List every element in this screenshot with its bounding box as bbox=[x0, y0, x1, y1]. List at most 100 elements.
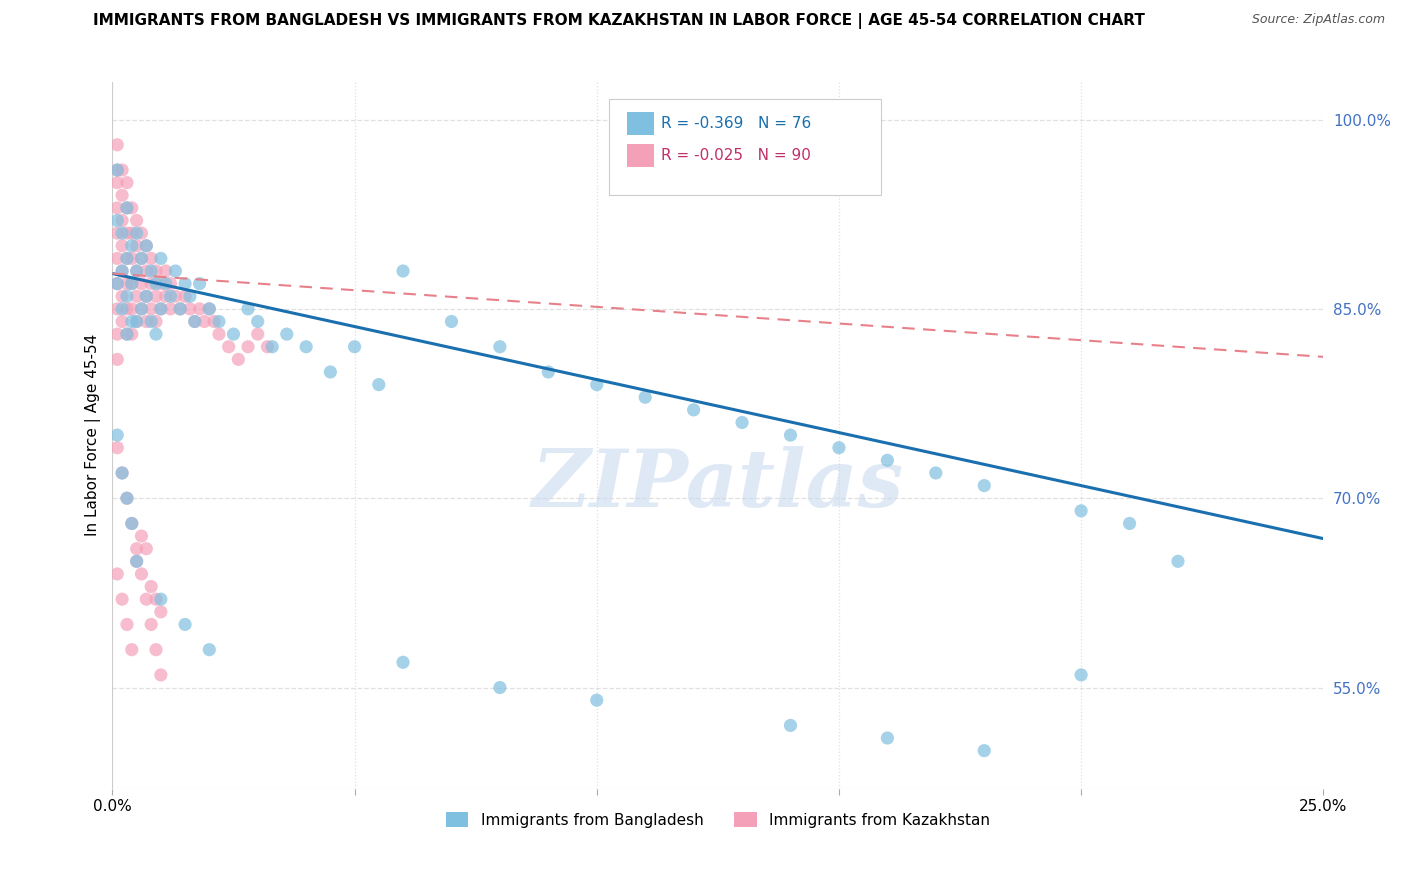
Point bbox=[105, 201, 128, 215]
Point bbox=[135, 541, 157, 556]
Point bbox=[489, 340, 512, 354]
Legend: Immigrants from Bangladesh, Immigrants from Kazakhstan: Immigrants from Bangladesh, Immigrants f… bbox=[440, 805, 997, 834]
Point bbox=[828, 441, 851, 455]
Point bbox=[141, 580, 163, 594]
Point bbox=[149, 301, 172, 316]
Point bbox=[262, 340, 284, 354]
Point bbox=[115, 491, 138, 506]
Point bbox=[105, 352, 128, 367]
Point bbox=[222, 327, 245, 342]
Point bbox=[155, 264, 177, 278]
Point bbox=[121, 642, 143, 657]
Point bbox=[145, 314, 167, 328]
Point bbox=[121, 252, 143, 266]
Text: Source: ZipAtlas.com: Source: ZipAtlas.com bbox=[1251, 13, 1385, 27]
Point bbox=[179, 301, 201, 316]
Point bbox=[141, 252, 163, 266]
Point bbox=[779, 428, 801, 442]
Point bbox=[131, 301, 153, 316]
Point bbox=[135, 239, 157, 253]
Point bbox=[105, 137, 128, 152]
Point bbox=[179, 289, 201, 303]
Point bbox=[731, 416, 754, 430]
Point bbox=[149, 277, 172, 291]
Point bbox=[198, 301, 221, 316]
Point bbox=[246, 327, 269, 342]
Point bbox=[392, 655, 415, 669]
Point bbox=[105, 252, 128, 266]
Point bbox=[105, 301, 128, 316]
Point bbox=[174, 617, 197, 632]
Point bbox=[188, 301, 211, 316]
Point bbox=[105, 277, 128, 291]
Point bbox=[159, 301, 181, 316]
Point bbox=[111, 592, 134, 607]
Point bbox=[174, 277, 197, 291]
Point bbox=[121, 516, 143, 531]
Point bbox=[141, 617, 163, 632]
Point bbox=[682, 402, 704, 417]
Point bbox=[141, 314, 163, 328]
Point bbox=[105, 176, 128, 190]
FancyBboxPatch shape bbox=[609, 99, 882, 194]
Point bbox=[125, 554, 148, 568]
Point bbox=[115, 617, 138, 632]
Point bbox=[779, 718, 801, 732]
Point bbox=[174, 289, 197, 303]
Point bbox=[135, 289, 157, 303]
Point bbox=[145, 277, 167, 291]
Point bbox=[111, 226, 134, 240]
Point bbox=[145, 592, 167, 607]
Point bbox=[105, 566, 128, 581]
Point bbox=[876, 453, 898, 467]
Point bbox=[246, 314, 269, 328]
Point bbox=[111, 239, 134, 253]
Point bbox=[125, 541, 148, 556]
Point bbox=[111, 188, 134, 202]
Point bbox=[125, 314, 148, 328]
Point bbox=[169, 301, 191, 316]
Point bbox=[121, 516, 143, 531]
Point bbox=[121, 277, 143, 291]
Point bbox=[135, 592, 157, 607]
Point bbox=[111, 314, 134, 328]
Point bbox=[115, 176, 138, 190]
Point bbox=[489, 681, 512, 695]
Point bbox=[228, 352, 250, 367]
Point bbox=[125, 314, 148, 328]
Point bbox=[925, 466, 948, 480]
Point bbox=[131, 277, 153, 291]
Point bbox=[1070, 668, 1092, 682]
Point bbox=[105, 226, 128, 240]
Point bbox=[585, 693, 607, 707]
Point bbox=[121, 301, 143, 316]
Point bbox=[125, 239, 148, 253]
Point bbox=[145, 289, 167, 303]
Point bbox=[111, 213, 134, 227]
Point bbox=[105, 327, 128, 342]
Point bbox=[111, 264, 134, 278]
Point bbox=[115, 201, 138, 215]
Point bbox=[105, 428, 128, 442]
Point bbox=[876, 731, 898, 745]
Point bbox=[115, 327, 138, 342]
Point bbox=[198, 642, 221, 657]
Point bbox=[184, 314, 207, 328]
Point bbox=[115, 277, 138, 291]
Point bbox=[367, 377, 389, 392]
Point bbox=[537, 365, 560, 379]
Point bbox=[236, 340, 259, 354]
Point bbox=[159, 289, 181, 303]
Point bbox=[115, 252, 138, 266]
Point bbox=[184, 314, 207, 328]
Point bbox=[121, 314, 143, 328]
Point bbox=[973, 478, 995, 492]
Point bbox=[141, 277, 163, 291]
Point bbox=[145, 264, 167, 278]
Point bbox=[149, 668, 172, 682]
Point bbox=[585, 377, 607, 392]
Point bbox=[141, 264, 163, 278]
Text: ZIPatlas: ZIPatlas bbox=[531, 446, 904, 524]
Point bbox=[115, 289, 138, 303]
Point bbox=[105, 163, 128, 178]
